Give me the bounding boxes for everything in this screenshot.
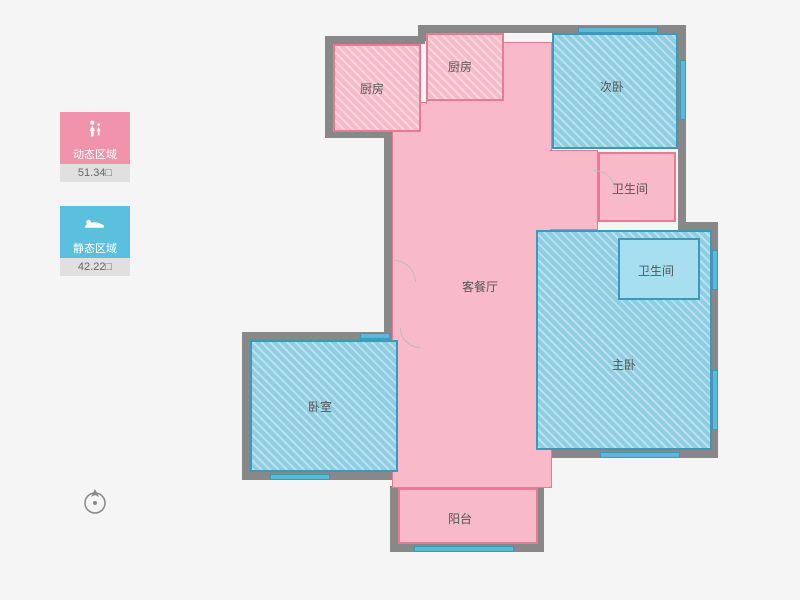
wall: [384, 130, 392, 340]
label-bedroom: 卧室: [308, 398, 332, 415]
label-master: 主卧: [612, 356, 636, 373]
legend-static-value: 42.22□: [60, 258, 130, 276]
legend-dynamic-value: 51.34□: [60, 164, 130, 182]
legend-dynamic: 动态区域 51.34□: [60, 112, 130, 182]
label-living: 客餐厅: [462, 278, 498, 295]
window: [712, 370, 718, 430]
window: [360, 333, 390, 339]
window: [270, 474, 330, 480]
legend-static-label: 静态区域: [60, 240, 130, 258]
window: [600, 452, 680, 458]
label-bath1: 卫生间: [612, 180, 648, 197]
room-living-ext2: [550, 150, 598, 230]
label-kitchen1: 厨房: [360, 80, 384, 97]
wall: [325, 36, 333, 136]
label-balcony: 阳台: [448, 510, 472, 527]
floorplan: 厨房 厨房 次卧 卫生间 卫生间 客餐厅 卧室 主卧 阳台: [240, 30, 730, 560]
wall: [678, 25, 686, 225]
legend-dynamic-label: 动态区域: [60, 146, 130, 164]
label-kitchen2: 厨房: [448, 58, 472, 75]
compass-icon: [80, 486, 110, 516]
label-second-bed: 次卧: [600, 78, 624, 95]
legend-static: 静态区域 42.22□: [60, 206, 130, 276]
window: [578, 27, 658, 33]
wall: [242, 332, 250, 480]
wall: [325, 36, 425, 44]
wall: [390, 486, 398, 552]
label-bath2: 卫生间: [638, 262, 674, 279]
window: [680, 60, 686, 120]
window: [414, 546, 514, 552]
window: [712, 250, 718, 290]
sleep-icon: [60, 206, 130, 240]
wall: [418, 25, 426, 41]
legend-panel: 动态区域 51.34□ 静态区域 42.22□: [60, 112, 130, 300]
room-living: [392, 102, 552, 488]
people-icon: [60, 112, 130, 146]
